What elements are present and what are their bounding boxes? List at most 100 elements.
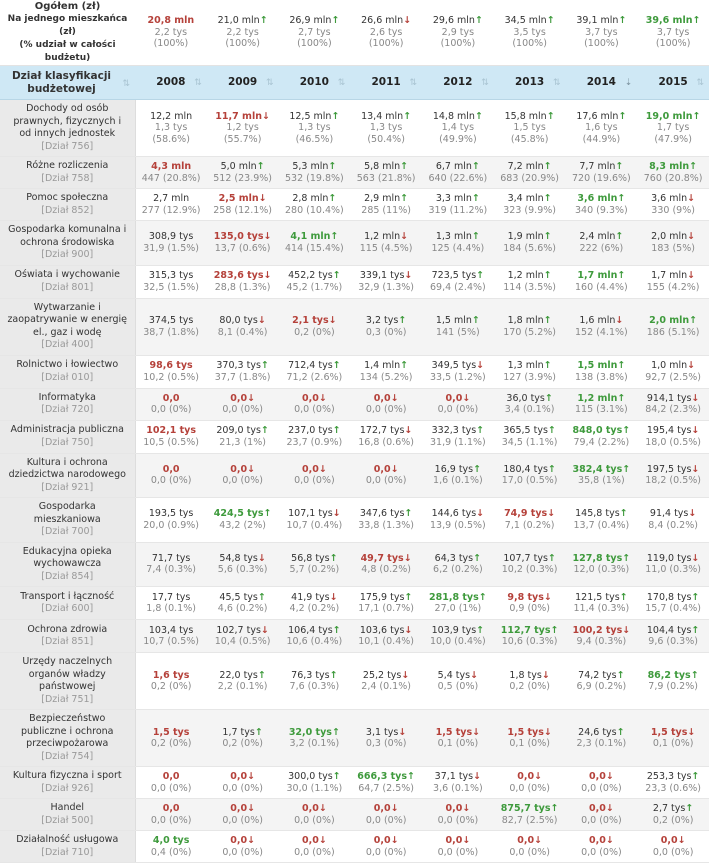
column-header-year-sorted[interactable]: 2014 ⇣ — [565, 65, 638, 100]
arrow-down-icon: ↓ — [476, 508, 485, 520]
category-cell: Transport i łączność [Dział 600] — [0, 586, 136, 620]
cell-value: 3,1 tys — [365, 726, 399, 738]
table-row: Handel [Dział 500] 0,0 0,0 (0%) 0,0↓ 0,0 (0%)… — [0, 798, 709, 831]
category-cell: Wytwarzanie i zaopatrywanie w energię el… — [0, 298, 136, 356]
summary-pct: (100%) — [655, 38, 691, 50]
cell-pct: (47.9%) — [654, 133, 692, 145]
value-cell: 76,3 tys↑ 7,6 (0.3%) — [278, 652, 351, 710]
cell-sub: 82,7 (2.5%) — [501, 814, 558, 826]
cell-main: 2,4 mln↑ — [566, 231, 638, 243]
column-header-year[interactable]: 2012 ⇅ — [422, 65, 494, 100]
summary-main: 26,6 mln↓ — [350, 15, 422, 27]
cell-main: 1,7 tys↑ — [207, 727, 279, 739]
cell-main: 1,2 mln↑ — [566, 393, 638, 405]
cell-main: 1,5 tys↓ — [494, 727, 566, 739]
column-header-category[interactable]: Dział klasyfikacji budżetowej ⇅ — [0, 65, 135, 100]
value-cell: 1,8 mln↑ 170 (5.2%) — [493, 298, 566, 356]
cell-sub: 8,4 (0.2%) — [648, 519, 698, 531]
cell-main: 102,7 tys↓ — [207, 625, 279, 637]
summary-main: 26,9 mln↑ — [279, 15, 351, 27]
value-cell: 1,7 mln↑ 160 (4.4%) — [565, 265, 638, 299]
sort-desc-icon[interactable]: ⇣ — [624, 78, 633, 88]
value-cell: 2,5 mln↓ 258 (12.1%) — [206, 188, 279, 221]
value-cell: 209,0 tys↑ 21,3 (1%) — [206, 420, 279, 454]
sort-icon[interactable]: ⇅ — [409, 78, 417, 88]
sort-icon[interactable]: ⇅ — [696, 78, 704, 88]
arrow-up-icon: ↑ — [471, 231, 480, 243]
arrow-up-icon: ↑ — [330, 231, 339, 243]
column-header-year[interactable]: 2015 ⇅ — [637, 65, 709, 100]
arrow-up-icon: ↑ — [260, 360, 269, 371]
cell-value: 86,2 tys — [647, 669, 691, 681]
sort-icon[interactable]: ⇅ — [122, 79, 130, 89]
arrow-up-icon: ↑ — [691, 771, 700, 782]
value-cell: 24,6 tys↑ 2,3 (0.1%) — [565, 709, 638, 767]
sort-icon[interactable]: ⇅ — [552, 78, 561, 88]
cell-main: 12,2 mln — [136, 111, 207, 123]
sort-icon[interactable]: ⇅ — [265, 78, 274, 88]
cell-main: 3,6 mln↓ — [637, 193, 709, 205]
arrow-down-icon: ↓ — [605, 835, 614, 846]
cell-value: 2,1 tys — [292, 315, 329, 326]
value-cell: 5,4 tys↓ 0,5 (0%) — [422, 652, 494, 710]
cell-value: 1,6 tys — [152, 669, 190, 681]
arrow-up-icon: ↑ — [329, 669, 338, 681]
arrow-down-icon: ↓ — [615, 315, 624, 326]
value-cell: 1,6 tys 0,2 (0%) — [135, 652, 207, 710]
cell-main: 195,4 tys↓ — [637, 425, 709, 437]
sort-icon[interactable]: ⇅ — [481, 78, 489, 88]
cell-sub: 0,0 (0%) — [437, 846, 479, 858]
value-cell: 452,2 tys↑ 45,2 (1.7%) — [278, 265, 351, 299]
column-header-year[interactable]: 2013 ⇅ — [493, 65, 566, 100]
cell-sub: 13,7 (0.6%) — [214, 242, 271, 254]
cell-value: 666,3 tys — [357, 771, 408, 782]
value-cell: 1,7 tys↑ 0,2 (0%) — [206, 709, 279, 767]
cell-main: 1,8 mln↑ — [494, 315, 566, 327]
value-cell: 3,4 mln↑ 323 (9.9%) — [493, 188, 566, 221]
arrow-up-icon: ↑ — [547, 425, 556, 436]
arrow-down-icon: ↓ — [543, 726, 552, 738]
cell-value: 144,6 tys — [431, 508, 477, 520]
category-code: [Dział 900] — [41, 249, 94, 260]
header-year: 2011 — [371, 75, 401, 88]
column-header-year[interactable]: 2009 ⇅ — [206, 65, 279, 100]
cell-main: 45,5 tys↑ — [207, 592, 279, 604]
value-cell: 237,0 tys↑ 23,7 (0.9%) — [278, 420, 351, 454]
cell-value: 1,7 mln — [651, 270, 688, 281]
value-cell: 195,4 tys↓ 18,0 (0.5%) — [637, 420, 709, 454]
cell-main: 3,2 tys↑ — [350, 315, 422, 327]
summary-row: Ogółem (zł) Na jednego mieszkańca (zł) (… — [0, 0, 709, 66]
cell-value: 5,3 mln — [292, 161, 329, 172]
value-cell: 1,2 mln↓ 115 (4.5%) — [350, 220, 422, 266]
cell-sub: 0,0 (0%) — [581, 846, 622, 858]
column-header-year[interactable]: 2008 ⇅ — [135, 65, 207, 100]
cell-value: 74,9 tys — [504, 508, 548, 520]
cell-main: 145,8 tys↑ — [566, 508, 638, 520]
value-cell: 16,9 tys↑ 1,6 (0.1%) — [422, 453, 494, 498]
cell-value: 103,9 tys — [431, 624, 477, 636]
cell-value: 107,1 tys — [288, 508, 333, 520]
arrow-down-icon: ↓ — [462, 392, 471, 404]
cell-main: 107,7 tys↑ — [494, 553, 566, 565]
cell-sub: 0,0 (0%) — [222, 814, 263, 826]
cell-sub: 0,0 (0%) — [581, 814, 622, 826]
cell-value: 22,0 tys — [219, 669, 258, 681]
column-header-year[interactable]: 2010 ⇅ — [278, 65, 351, 100]
value-cell: 2,0 mln↑ 186 (5.1%) — [637, 298, 709, 356]
value-cell: 12,2 mln 1,3 tys (58.6%) — [135, 99, 207, 157]
sort-icon[interactable]: ⇅ — [194, 78, 202, 88]
sort-icon[interactable]: ⇅ — [337, 78, 346, 88]
arrow-down-icon: ↓ — [263, 231, 272, 243]
cell-sub: 127 (3.9%) — [503, 371, 556, 383]
cell-main: 170,8 tys↑ — [637, 592, 709, 604]
cell-sub: 10,2 (0.5%) — [143, 371, 199, 383]
column-header-year[interactable]: 2011 ⇅ — [350, 65, 422, 100]
arrow-down-icon: ↓ — [534, 771, 543, 782]
summary-sub: 3,5 tys — [513, 26, 546, 38]
cell-sub: 7,4 (0.3%) — [146, 564, 196, 576]
cell-main: 121,5 tys↑ — [566, 592, 638, 604]
cell-main: 180,4 tys↑ — [494, 464, 566, 476]
cell-sub: 10,7 (0.4%) — [286, 519, 343, 531]
value-cell: 0,0↓ 0,0 (0%) — [206, 830, 279, 863]
cell-value: 127,8 tys — [572, 552, 623, 564]
